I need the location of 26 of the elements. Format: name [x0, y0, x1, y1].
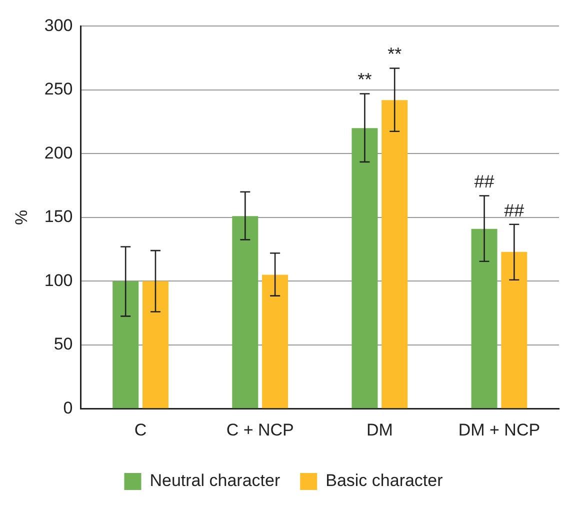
y-tick-label: 300: [44, 16, 73, 35]
bar: [352, 128, 378, 408]
bar: [382, 100, 408, 408]
y-tick-label: 200: [44, 143, 73, 162]
annotation: ##: [474, 172, 494, 192]
x-tick-label: C + NCP: [226, 420, 294, 440]
x-tick-label: DM + NCP: [458, 420, 540, 440]
y-tick-label: 100: [44, 270, 73, 290]
legend-label: Basic character: [326, 471, 444, 490]
bar: [142, 281, 168, 408]
bar: [112, 281, 139, 408]
annotation: **: [358, 70, 372, 90]
x-tick-label: C: [134, 420, 147, 440]
bar: [501, 252, 528, 408]
x-tick-label: DM: [366, 420, 393, 440]
y-tick-label: 50: [54, 334, 73, 354]
y-axis-title: %: [12, 210, 31, 225]
y-tick-label: 250: [44, 80, 73, 99]
annotation: **: [388, 44, 402, 64]
legend-label: Neutral character: [150, 471, 280, 490]
annotation: ##: [504, 200, 524, 220]
bar: [232, 216, 258, 408]
bar: [262, 274, 288, 408]
bar: [471, 228, 498, 408]
y-tick-label: 150: [44, 207, 73, 226]
y-tick-label: 0: [63, 398, 73, 418]
